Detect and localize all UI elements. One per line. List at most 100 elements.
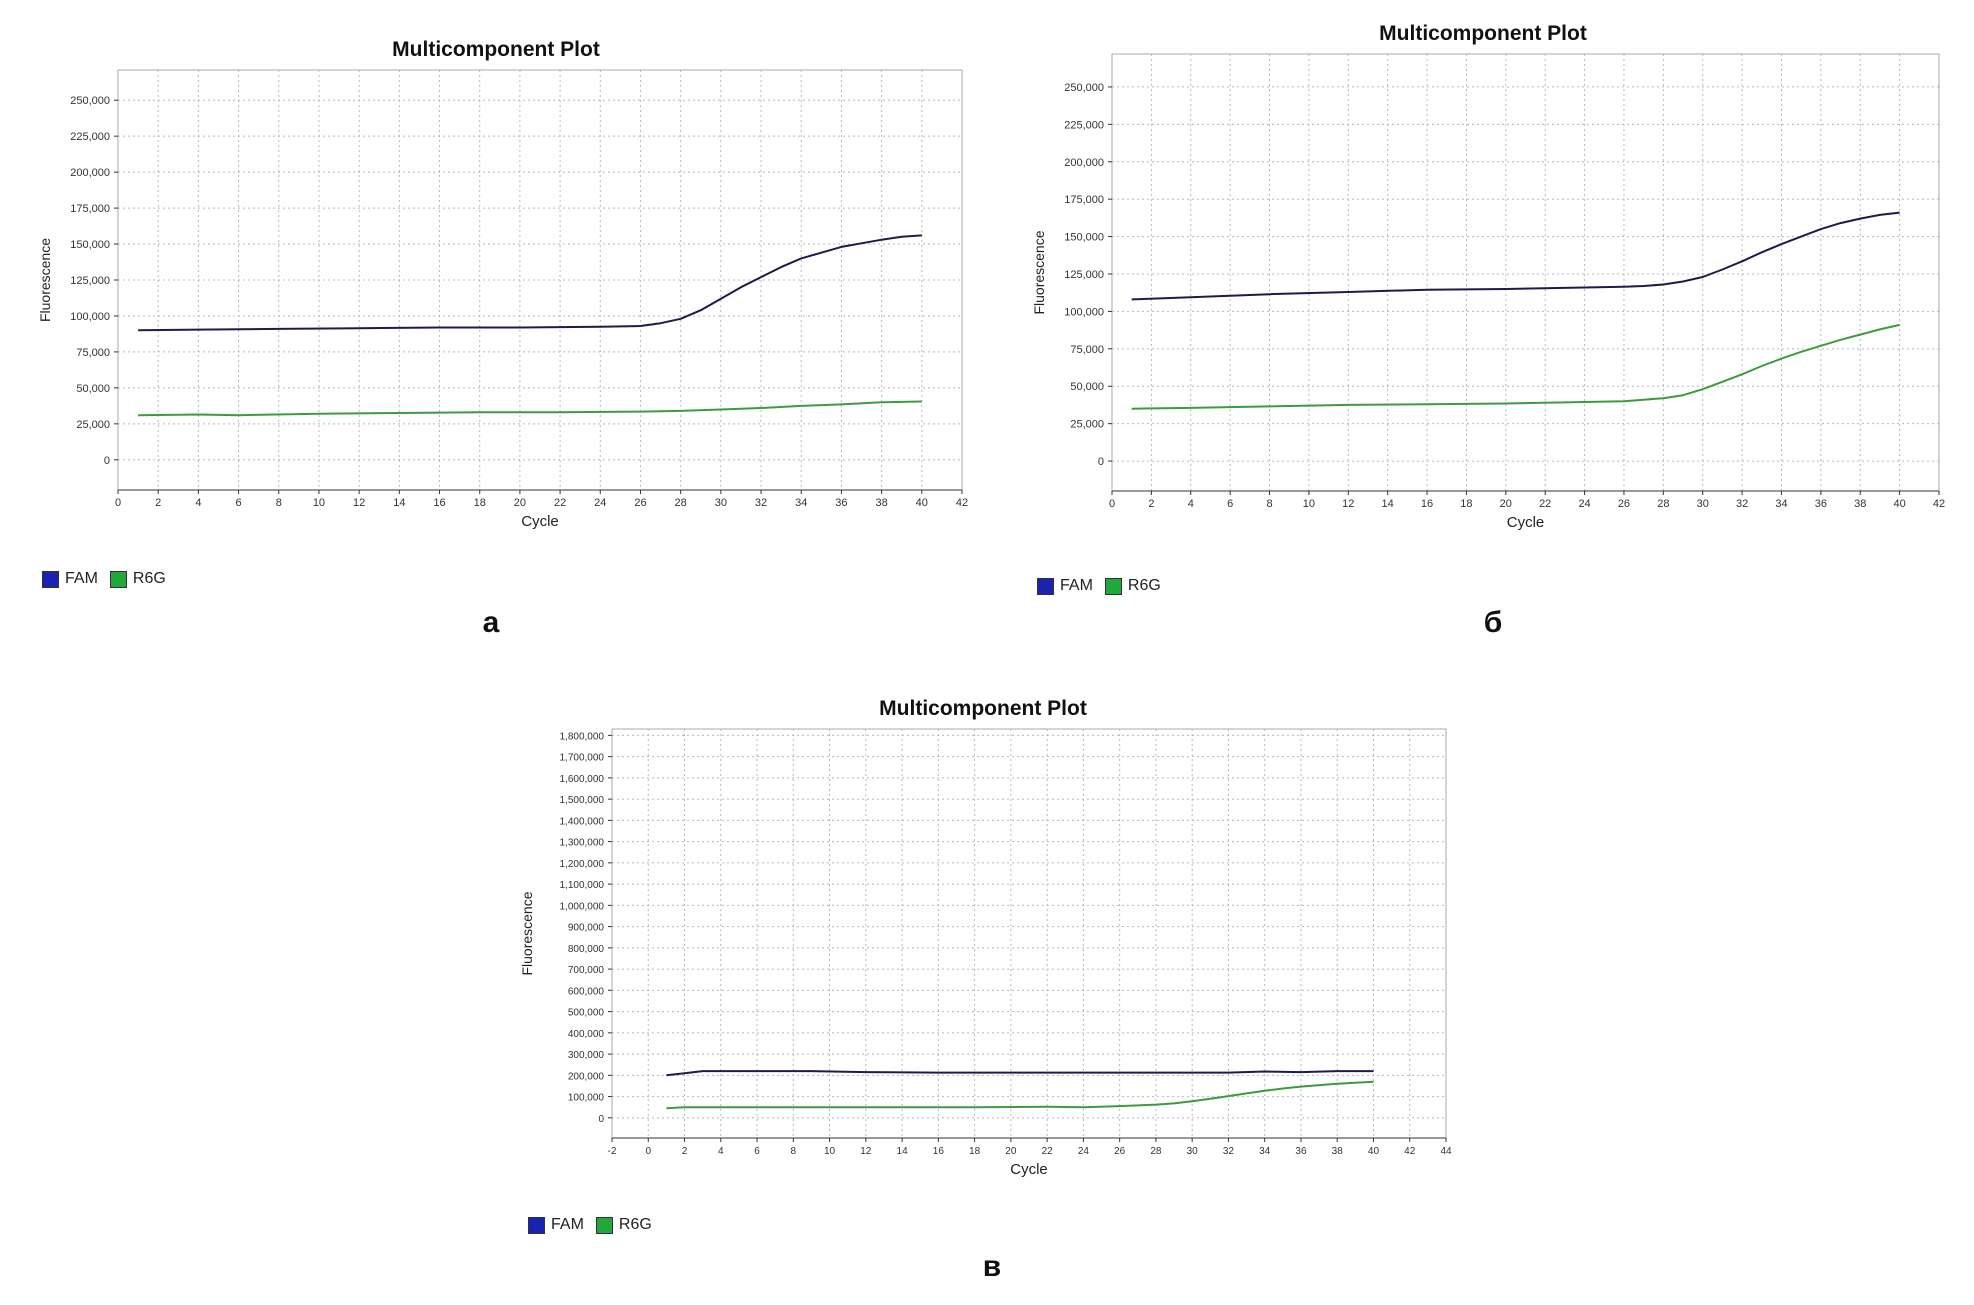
y-tick-label: 1,400,000 bbox=[560, 816, 605, 827]
y-tick-label: 400,000 bbox=[568, 1029, 605, 1040]
y-tick-label: 1,300,000 bbox=[560, 838, 605, 849]
x-tick-label: 12 bbox=[353, 497, 365, 509]
x-tick-label: 38 bbox=[1854, 498, 1866, 510]
x-tick-label: 28 bbox=[1150, 1146, 1162, 1157]
y-tick-label: 175,000 bbox=[70, 203, 110, 215]
x-tick-label: 6 bbox=[236, 497, 242, 509]
x-tick-label: 0 bbox=[115, 497, 121, 509]
chart-a-title: Multicomponent Plot bbox=[392, 38, 600, 61]
y-tick-label: 200,000 bbox=[70, 167, 110, 179]
fam-swatch-icon bbox=[528, 1216, 545, 1234]
x-tick-label: 2 bbox=[1148, 498, 1154, 510]
series-line-r6g bbox=[1131, 323, 1900, 410]
r6g-swatch-icon bbox=[595, 1216, 613, 1234]
y-tick-label: 200,000 bbox=[1064, 157, 1104, 169]
y-tick-label: 250,000 bbox=[70, 95, 110, 107]
chart-b: 0 2 4 6 8 10 12 14 16 18 20 22 24 26 28 30 32 34 36 38 40 420… bbox=[1031, 53, 1945, 531]
fam-swatch-icon bbox=[1037, 577, 1054, 595]
x-tick-label: 24 bbox=[1578, 498, 1590, 510]
series-line-fam bbox=[666, 1070, 1374, 1077]
y-tick-label: 175,000 bbox=[1064, 194, 1104, 206]
x-tick-label: 16 bbox=[1421, 498, 1433, 510]
y-tick-label: 300,000 bbox=[568, 1050, 605, 1061]
x-tick-label: 14 bbox=[1382, 498, 1394, 510]
y-tick-label: 1,000,000 bbox=[560, 901, 605, 912]
y-tick-label: 100,000 bbox=[568, 1093, 605, 1104]
x-tick-label: 30 bbox=[1187, 1146, 1199, 1157]
y-tick-label: 50,000 bbox=[76, 383, 110, 395]
x-tick-label: 14 bbox=[393, 497, 405, 509]
x-tick-label: 24 bbox=[594, 497, 606, 509]
series-line-fam bbox=[1131, 211, 1900, 301]
x-tick-label: 22 bbox=[1042, 1146, 1054, 1157]
x-tick-label: 30 bbox=[715, 497, 727, 509]
x-tick-label: 28 bbox=[1657, 498, 1669, 510]
y-tick-label: 0 bbox=[104, 455, 110, 467]
y-tick-label: 75,000 bbox=[76, 347, 110, 359]
x-tick-label: 42 bbox=[1933, 498, 1945, 510]
legend-r6g: R6G bbox=[618, 1216, 652, 1233]
x-tick-label: 40 bbox=[916, 497, 928, 509]
x-axis-label: Cycle bbox=[521, 513, 559, 530]
y-tick-label: 75,000 bbox=[1070, 344, 1104, 356]
y-tick-label: 1,200,000 bbox=[560, 859, 605, 870]
y-axis-label: Fluorescence bbox=[1031, 230, 1047, 314]
x-tick-label: 2 bbox=[682, 1146, 688, 1157]
x-tick-label: 32 bbox=[1223, 1146, 1235, 1157]
panel-label-a: а bbox=[482, 606, 500, 639]
chart-a: 0 2 4 6 8 10 12 14 16 18 20 22 24 26 28 30 32 34 36 38 40 420… bbox=[37, 69, 968, 530]
x-tick-label: 10 bbox=[824, 1146, 836, 1157]
x-tick-label: 34 bbox=[795, 497, 807, 509]
legend-fam: FAM bbox=[551, 1216, 584, 1233]
y-tick-label: 225,000 bbox=[70, 131, 110, 143]
y-axis-label: Fluorescence bbox=[37, 238, 53, 322]
x-tick-label: 30 bbox=[1697, 498, 1709, 510]
x-tick-label: 4 bbox=[1188, 498, 1194, 510]
y-tick-label: 125,000 bbox=[70, 275, 110, 287]
panel-label-c: в bbox=[982, 1250, 1002, 1283]
x-tick-label: 38 bbox=[1332, 1146, 1344, 1157]
chart-c-legend: FAM R6G bbox=[528, 1216, 652, 1234]
x-tick-label: 4 bbox=[718, 1146, 724, 1157]
x-tick-label: 22 bbox=[554, 497, 566, 509]
y-tick-label: 1,600,000 bbox=[560, 774, 605, 785]
x-tick-label: 18 bbox=[474, 497, 486, 509]
x-tick-label: 8 bbox=[1266, 498, 1272, 510]
x-tick-label: 44 bbox=[1440, 1146, 1452, 1157]
y-tick-label: 700,000 bbox=[568, 965, 605, 976]
series-line-fam bbox=[138, 234, 922, 332]
chart-c-title: Multicomponent Plot bbox=[879, 697, 1087, 720]
x-tick-label: 16 bbox=[933, 1146, 945, 1157]
y-tick-label: 1,700,000 bbox=[560, 753, 605, 764]
x-tick-label: 18 bbox=[1460, 498, 1472, 510]
y-tick-label: 125,000 bbox=[1064, 269, 1104, 281]
plot-area bbox=[1111, 53, 1940, 492]
chart-b-title: Multicomponent Plot bbox=[1379, 22, 1587, 45]
y-tick-label: 0 bbox=[598, 1114, 604, 1125]
y-tick-label: 1,800,000 bbox=[560, 731, 605, 742]
plot-area bbox=[611, 728, 1447, 1139]
y-tick-label: 600,000 bbox=[568, 986, 605, 997]
legend-fam: FAM bbox=[1060, 577, 1093, 594]
x-tick-label: 42 bbox=[1404, 1146, 1416, 1157]
x-tick-label: 24 bbox=[1078, 1146, 1090, 1157]
x-tick-label: 38 bbox=[875, 497, 887, 509]
x-tick-label: 34 bbox=[1259, 1146, 1271, 1157]
fam-swatch-icon bbox=[42, 570, 59, 588]
x-axis-label: Cycle bbox=[1507, 514, 1545, 531]
panel-label-b: б bbox=[1483, 606, 1503, 639]
legend-fam: FAM bbox=[65, 570, 98, 587]
x-axis-label: Cycle bbox=[1010, 1161, 1048, 1178]
legend-r6g: R6G bbox=[132, 570, 166, 587]
x-tick-label: 16 bbox=[433, 497, 445, 509]
x-tick-label: 0 bbox=[645, 1146, 651, 1157]
x-tick-label: 32 bbox=[1736, 498, 1748, 510]
x-tick-label: 6 bbox=[1227, 498, 1233, 510]
x-tick-label: 2 bbox=[155, 497, 161, 509]
y-tick-label: 200,000 bbox=[568, 1071, 605, 1082]
x-tick-label: 26 bbox=[1618, 498, 1630, 510]
x-tick-label: 12 bbox=[860, 1146, 872, 1157]
series-line-r6g bbox=[138, 400, 922, 417]
x-tick-label: 32 bbox=[755, 497, 767, 509]
r6g-swatch-icon bbox=[109, 570, 127, 588]
